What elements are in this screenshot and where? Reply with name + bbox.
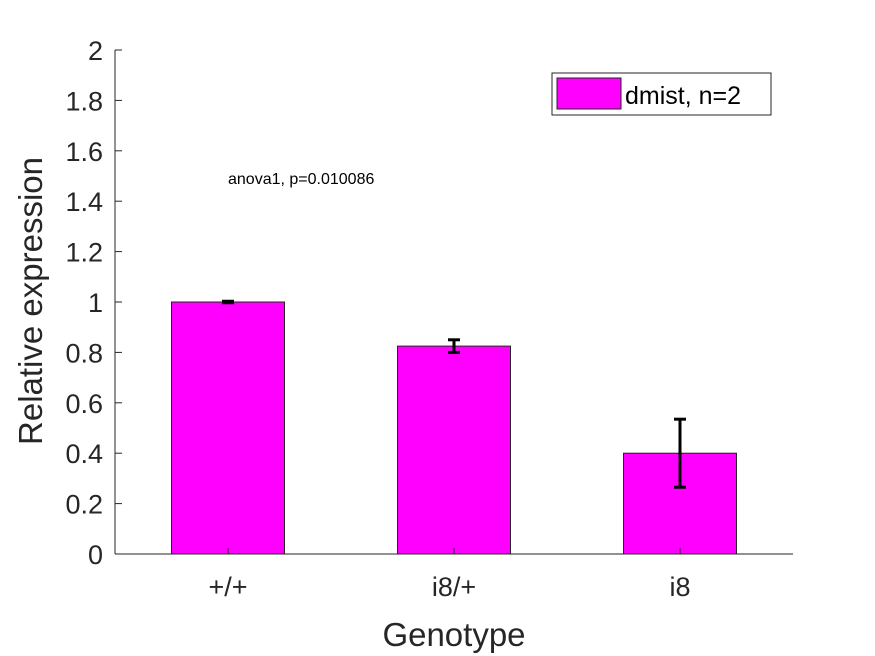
x-axis-title: Genotype <box>382 616 525 653</box>
y-tick-label-3: 0.6 <box>65 389 103 419</box>
x-tick-label-2: i8 <box>669 572 690 602</box>
y-tick-label-4: 0.8 <box>65 338 103 368</box>
y-tick-label-6: 1.2 <box>65 238 103 268</box>
y-tick-label-2: 0.4 <box>65 439 103 469</box>
anova-annotation: anova1, p=0.010086 <box>228 171 374 188</box>
bars <box>171 299 737 555</box>
y-tick-label-0: 0 <box>88 540 103 570</box>
legend-label: dmist, n=2 <box>625 82 741 110</box>
y-tick-label-7: 1.4 <box>65 187 103 217</box>
y-tick-label-5: 1 <box>88 288 103 318</box>
y-tick-label-1: 0.2 <box>65 490 103 520</box>
bar-1 <box>397 345 511 555</box>
x-tick-label-1: i8/+ <box>432 572 476 602</box>
legend: dmist, n=2 <box>551 72 772 116</box>
y-tick-label-9: 1.8 <box>65 86 103 116</box>
y-axis-title: Relative expression <box>12 157 49 445</box>
y-tick-label-10: 2 <box>88 36 103 66</box>
x-ticks: +/+ i8/+ i8 <box>208 548 691 602</box>
bar-0 <box>171 301 285 555</box>
x-tick-label-0: +/+ <box>208 572 247 602</box>
legend-swatch <box>556 77 622 110</box>
y-tick-label-8: 1.6 <box>65 137 103 167</box>
y-ticks: 0 0.2 0.4 0.6 0.8 1 1.2 1.4 1.6 1.8 2 <box>65 36 122 570</box>
